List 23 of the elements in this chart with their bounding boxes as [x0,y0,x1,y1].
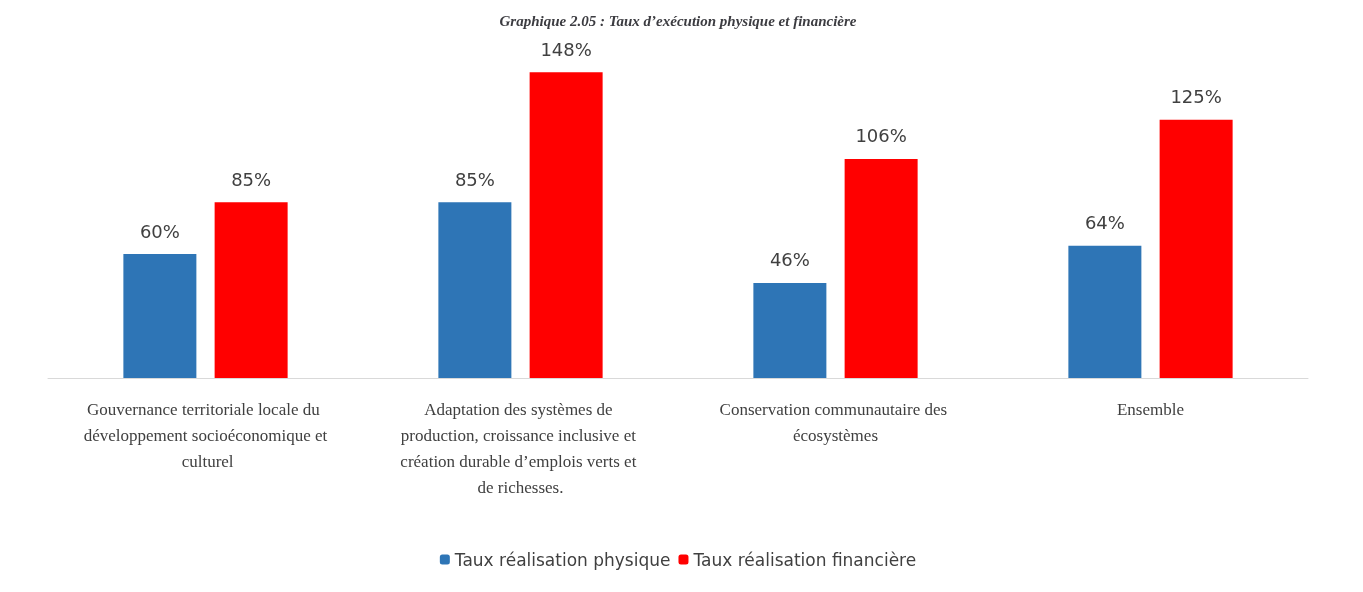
bar [214,202,288,378]
legend-label: Taux réalisation physique [453,549,671,570]
data-label: 60% [139,220,180,242]
bar [1159,119,1233,378]
bar [438,202,512,378]
data-label: 85% [231,168,272,190]
data-label: 148% [540,38,592,60]
data-label: 64% [1084,212,1125,234]
data-label: 106% [855,125,907,147]
bar [123,254,197,378]
chart-title: Graphique 2.05 : Taux d’exécution physique et financière [499,12,857,29]
bar [844,158,918,378]
data-label: 46% [769,249,810,271]
legend-label: Taux réalisation financière [692,549,917,570]
data-label: 125% [1170,86,1222,108]
data-label: 85% [454,168,495,190]
bar [1068,245,1142,378]
bar [529,72,603,378]
x-tick-label: Adaptation des systèmes de production, croissance inclusive et création durable d’emplois verts et de richesses. [400,399,641,497]
x-tick-label: Ensemble [1116,399,1185,419]
x-tick-label: Gouvernance territoriale locale du développement socioéconomique et culturel [83,399,328,471]
x-tick-label: Conservation communautaire des écosystèmes [719,399,952,445]
bar [753,282,827,378]
